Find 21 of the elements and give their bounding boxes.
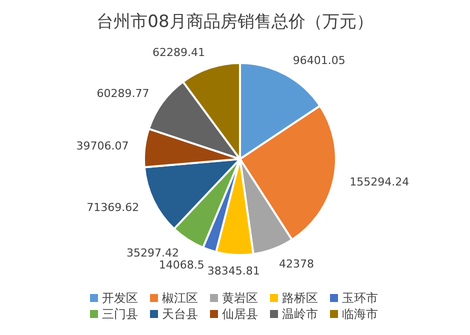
data-label: 60289.77: [96, 86, 150, 100]
data-label: 42378: [279, 257, 314, 270]
chart-title: 台州市08月商品房销售总价（万元）: [96, 11, 374, 34]
legend-label: 黄岩区: [221, 290, 259, 306]
data-label: 62289.41: [152, 46, 205, 60]
legend-label: 开发区: [101, 290, 139, 306]
data-label: 96401.05: [292, 54, 346, 67]
legend-label: 临海市: [341, 306, 379, 322]
legend-label: 温岭市: [281, 306, 319, 322]
data-label: 38345.81: [207, 264, 260, 278]
legend-label: 路桥区: [281, 290, 319, 306]
legend-label: 椒江区: [161, 290, 199, 306]
data-label: 39706.07: [76, 139, 129, 152]
legend-label: 玉环市: [341, 290, 379, 306]
legend-label: 天台县: [161, 306, 199, 322]
data-label: 155294.24: [350, 175, 410, 188]
legend-label: 仙居县: [221, 306, 259, 322]
legend-label: 三门县: [101, 306, 139, 322]
data-label: 14068.5: [158, 258, 204, 272]
data-label: 71369.62: [86, 201, 140, 214]
data-label: 35297.42: [126, 246, 179, 260]
